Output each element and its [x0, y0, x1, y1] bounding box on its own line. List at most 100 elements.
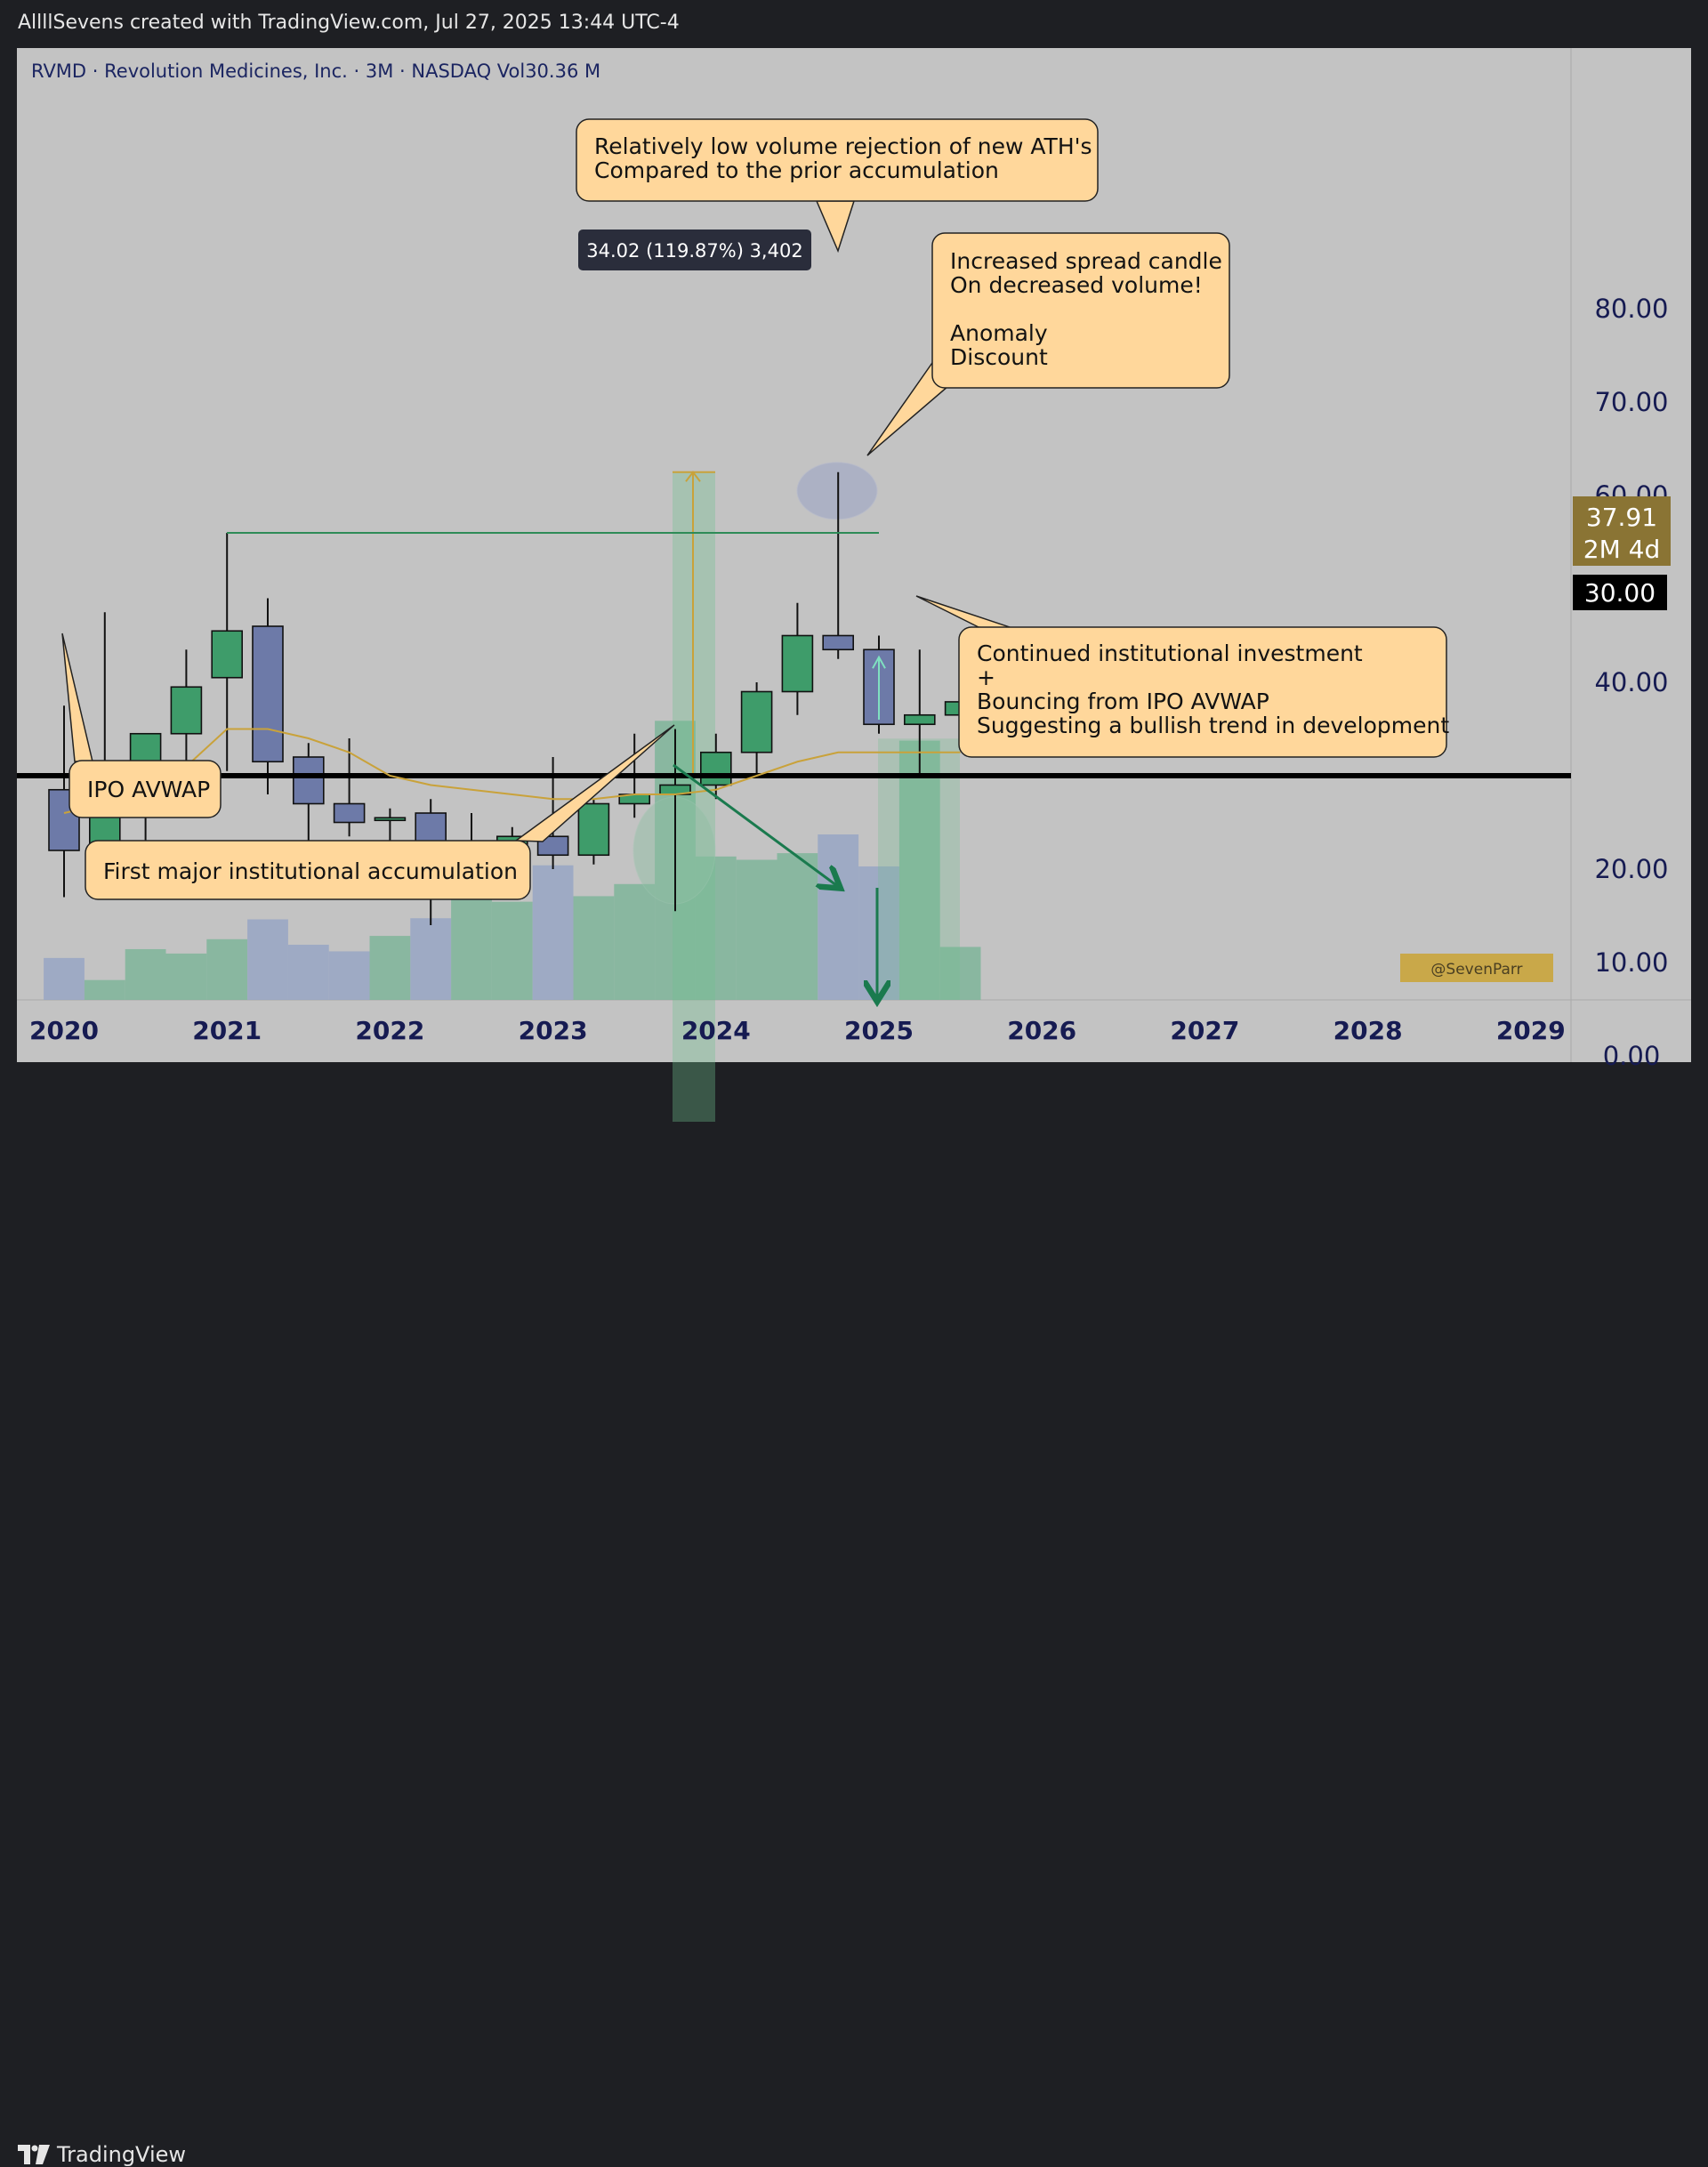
- bottom-bar: TradingView: [0, 1062, 1708, 2167]
- level-price-badge: 30.00: [1573, 575, 1667, 610]
- callout-box: [85, 840, 531, 900]
- candle-body: [374, 817, 407, 822]
- callout-text-line: +: [977, 665, 995, 690]
- volume-bar: [736, 859, 777, 1000]
- callout-box: [68, 760, 222, 818]
- volume-bar: [165, 953, 207, 1000]
- candle-body: [292, 756, 325, 805]
- ipo-avwap-line: [63, 728, 961, 814]
- callout-tail: [513, 724, 675, 842]
- callout-text-line: On decreased volume!: [950, 272, 1203, 298]
- x-tick-label: 2020: [29, 1016, 99, 1045]
- tradingview-name: TradingView: [57, 2142, 187, 2167]
- volume-bar: [287, 945, 329, 1000]
- callout-first: First major institutional accumulation: [85, 724, 675, 900]
- x-tick-label: 2023: [519, 1016, 588, 1045]
- candle: [822, 471, 855, 659]
- spread-arrow-head: [872, 655, 886, 669]
- callout-box: [958, 626, 1447, 758]
- candle-body: [781, 634, 814, 693]
- measure-label-box: [578, 230, 811, 270]
- callout-tail: [815, 200, 856, 254]
- x-tick-label: 2021: [192, 1016, 262, 1045]
- candle-body: [536, 835, 569, 857]
- callout-box: [931, 232, 1230, 389]
- volume-bar: [532, 865, 574, 1000]
- callout-text-line: Anomaly: [950, 320, 1048, 346]
- ath-rejection-ellipse: [796, 462, 878, 520]
- volume-bar: [451, 898, 492, 1000]
- tradingview-brand[interactable]: TradingView: [18, 2142, 186, 2167]
- volume-highlight-rect: [878, 738, 960, 1000]
- current-price-box: [1573, 496, 1671, 566]
- candle: [903, 649, 936, 776]
- current-price-badge: 37.91 2M 4d: [1573, 496, 1671, 566]
- candle-body: [740, 690, 773, 753]
- candle-body: [577, 802, 610, 857]
- candle-body: [252, 625, 284, 763]
- candle: [740, 682, 773, 776]
- volume-bar: [777, 853, 818, 1000]
- volume-bar: [369, 936, 411, 1000]
- volume-bar: [247, 919, 288, 1000]
- y-tick-label: 70.00: [1594, 387, 1668, 417]
- volume-bar: [410, 918, 452, 1000]
- candle-body: [170, 686, 203, 735]
- callout-text-line: IPO AVWAP: [87, 777, 210, 802]
- candle: [252, 598, 284, 794]
- volume-bar: [573, 896, 615, 1000]
- volume-bar: [491, 901, 533, 1000]
- candle: [292, 743, 325, 850]
- callout-tail: [915, 595, 1024, 632]
- candle: [699, 733, 732, 800]
- x-tick-label: 2029: [1496, 1016, 1566, 1045]
- callouts-layer: Relatively low volume rejection of new A…: [61, 118, 1553, 982]
- callout-text-line: Continued institutional investment: [977, 640, 1363, 666]
- candle-body: [822, 634, 855, 651]
- candle: [781, 602, 814, 715]
- candle-body: [129, 732, 162, 763]
- callout-text-line: Bouncing from IPO AVWAP: [977, 689, 1269, 714]
- volume-bar: [206, 938, 248, 1000]
- snapshot-caption: AllllSevens created with TradingView.com…: [18, 12, 680, 34]
- callout-ath: Relatively low volume rejection of new A…: [576, 118, 1099, 254]
- x-tick-label: 2027: [1170, 1016, 1239, 1045]
- callout-continued: Continued institutional investment+Bounc…: [915, 595, 1449, 758]
- axes-layer: 80.0070.0060.0050.0040.0020.0010.000.00−…: [29, 294, 1671, 1071]
- x-tick-label: 2026: [1007, 1016, 1076, 1045]
- x-tick-label: 2024: [681, 1016, 751, 1045]
- callout-text-line: Relatively low volume rejection of new A…: [594, 133, 1092, 159]
- price-chart[interactable]: Relatively low volume rejection of new A…: [0, 0, 1708, 1122]
- volume-bar: [858, 866, 899, 1000]
- current-price-value: 37.91: [1586, 503, 1657, 532]
- volume-bar: [695, 856, 737, 1000]
- volume-decline-arrow: [673, 763, 836, 885]
- symbol-legend: RVMD · Revolution Medicines, Inc. · 3M ·…: [31, 60, 601, 82]
- volume-bar: [818, 834, 859, 1000]
- volume-layer: [44, 721, 981, 1000]
- volume-bar: [84, 979, 125, 1000]
- countdown-label: 2M 4d: [1583, 535, 1660, 564]
- callout-text-line: Suggesting a bullish trend in developmen…: [977, 713, 1449, 738]
- drawings-layer: [632, 462, 960, 1122]
- level-price-value: 30.00: [1584, 578, 1656, 608]
- y-tick-label: 20.00: [1594, 854, 1668, 884]
- volume-bar: [328, 951, 370, 1000]
- measure-label: 34.02 (119.87%) 3,402: [578, 230, 811, 270]
- x-tick-label: 2028: [1333, 1016, 1403, 1045]
- candle-body: [699, 751, 732, 786]
- tradingview-logo-icon: [18, 2145, 50, 2164]
- candle: [211, 533, 243, 771]
- candle: [170, 649, 203, 785]
- candle-body: [211, 630, 243, 679]
- y-tick-label: 40.00: [1594, 667, 1668, 697]
- callout-text-line: Increased spread candle: [950, 248, 1222, 274]
- candle-body: [903, 713, 936, 726]
- candle: [577, 799, 610, 865]
- top-bar: AllllSevens created with TradingView.com…: [0, 0, 1708, 48]
- volume-bar: [898, 740, 940, 1000]
- x-tick-label: 2025: [844, 1016, 914, 1045]
- callout-text-line: Discount: [950, 344, 1048, 370]
- volume-bar: [614, 883, 656, 1000]
